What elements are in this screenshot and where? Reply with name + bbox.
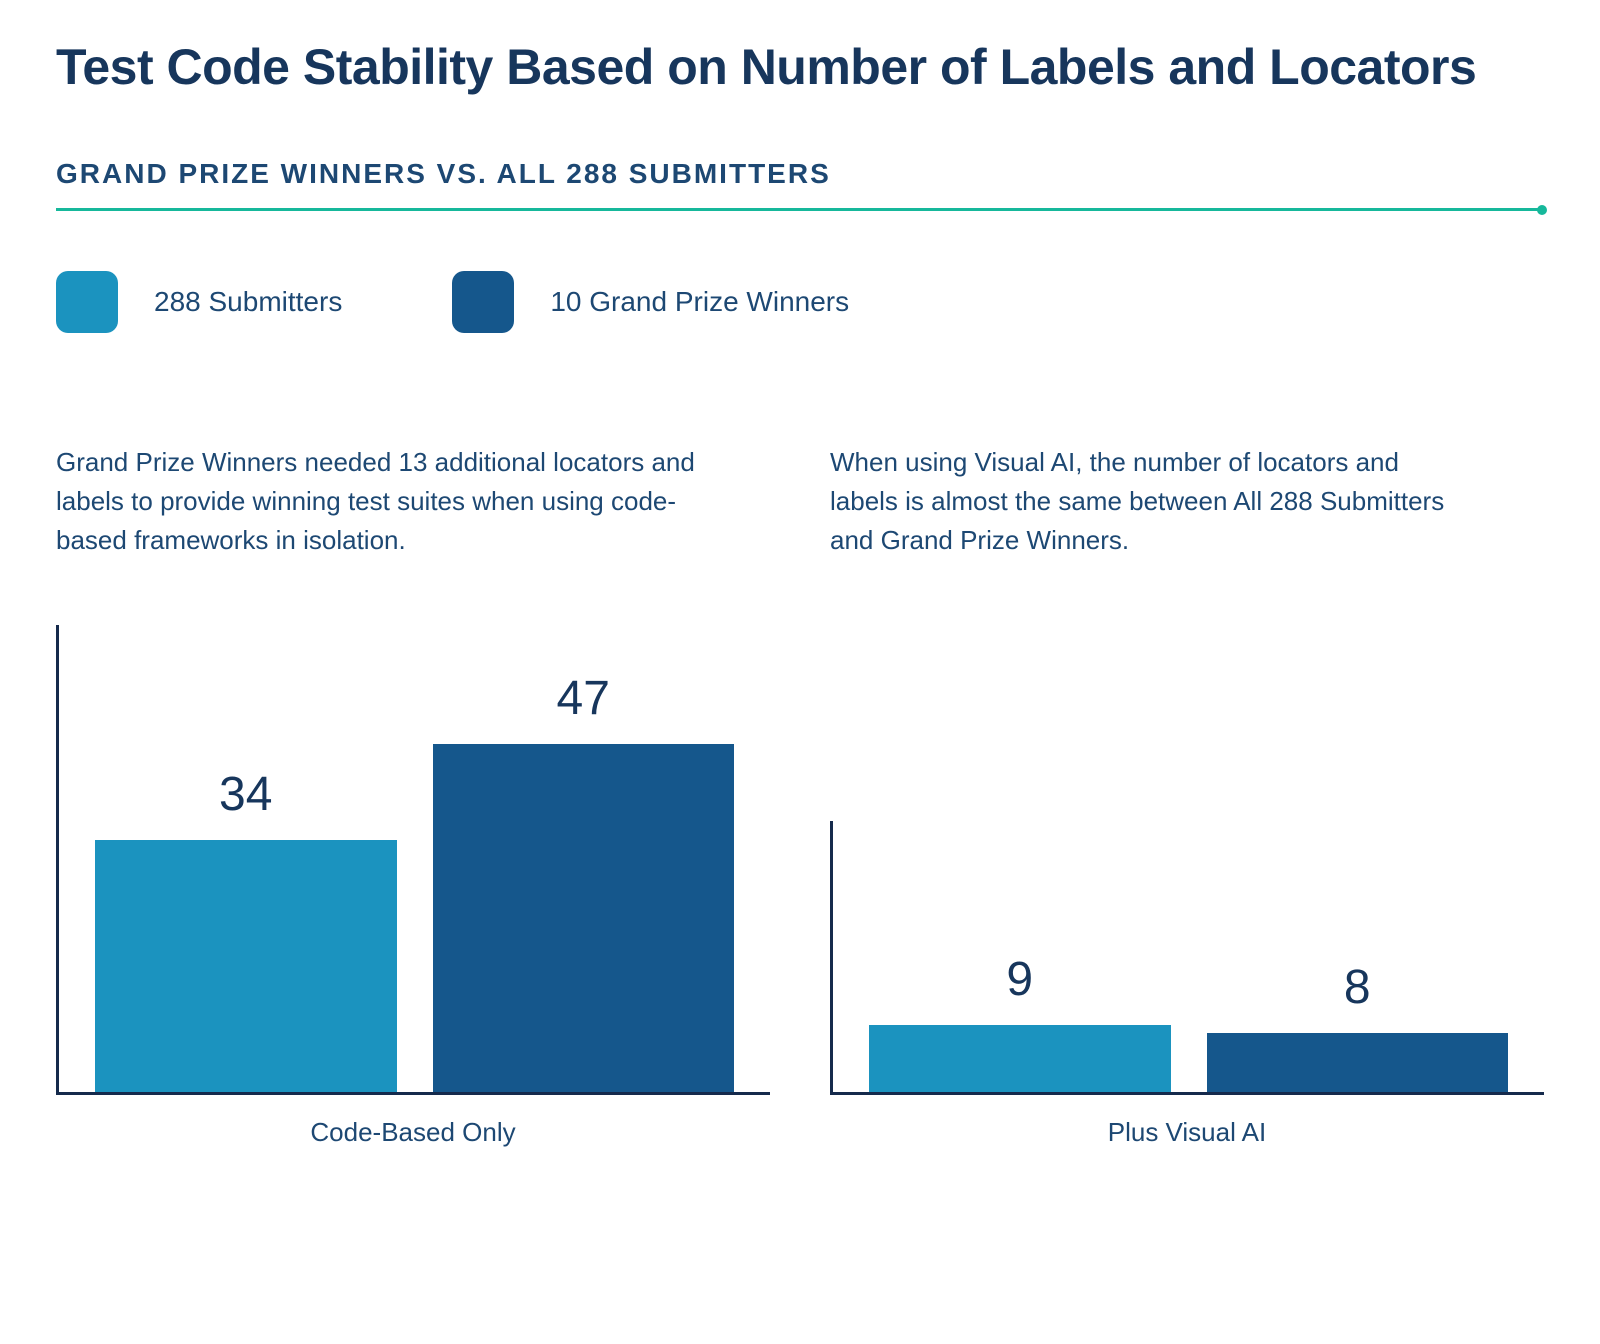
figure-root: Test Code Stability Based on Number of L… (0, 0, 1600, 1178)
panel-visual-ai: When using Visual AI, the number of loca… (830, 443, 1544, 1148)
figure-title: Test Code Stability Based on Number of L… (56, 38, 1544, 96)
legend-label-winners: 10 Grand Prize Winners (550, 286, 849, 318)
note-visual-ai: When using Visual AI, the number of loca… (830, 443, 1470, 601)
legend-item-submitters: 288 Submitters (56, 271, 342, 333)
plot-code-based: 34 47 (56, 625, 770, 1095)
legend: 288 Submitters 10 Grand Prize Winners (56, 271, 1544, 333)
bars-code-based: 34 47 (59, 625, 770, 1092)
bar-code-based-winners: 47 (433, 744, 735, 1092)
bar-code-based-submitters: 34 (95, 840, 397, 1092)
plot-visual-ai: 9 8 (830, 821, 1544, 1095)
bar-value-code-based-winners: 47 (433, 671, 735, 744)
divider-rule (56, 208, 1544, 211)
plot-wrap-code-based: 34 47 Code-Based Only (56, 625, 770, 1148)
bar-visual-ai-submitters: 9 (869, 1025, 1171, 1092)
legend-label-submitters: 288 Submitters (154, 286, 342, 318)
panel-code-based: Grand Prize Winners needed 13 additional… (56, 443, 770, 1148)
bar-value-visual-ai-winners: 8 (1207, 960, 1509, 1033)
charts-row: Grand Prize Winners needed 13 additional… (56, 443, 1544, 1148)
bars-visual-ai: 9 8 (833, 821, 1544, 1092)
legend-swatch-submitters (56, 271, 118, 333)
bar-value-code-based-submitters: 34 (95, 767, 397, 840)
category-code-based: Code-Based Only (56, 1117, 770, 1148)
figure-subtitle: GRAND PRIZE WINNERS VS. ALL 288 SUBMITTE… (56, 158, 1544, 190)
note-code-based: Grand Prize Winners needed 13 additional… (56, 443, 696, 601)
plot-wrap-visual-ai: 9 8 Plus Visual AI (830, 821, 1544, 1148)
bar-value-visual-ai-submitters: 9 (869, 952, 1171, 1025)
bar-visual-ai-winners: 8 (1207, 1033, 1509, 1092)
legend-swatch-winners (452, 271, 514, 333)
legend-item-winners: 10 Grand Prize Winners (452, 271, 849, 333)
category-visual-ai: Plus Visual AI (830, 1117, 1544, 1148)
